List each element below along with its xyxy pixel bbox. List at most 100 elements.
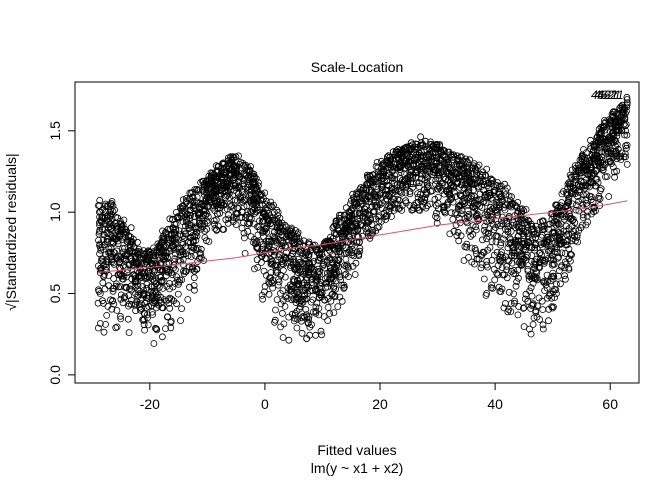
data-point xyxy=(109,287,117,295)
data-point xyxy=(177,251,185,259)
data-point xyxy=(97,216,104,224)
data-point xyxy=(555,221,563,229)
data-point xyxy=(166,247,173,255)
data-point xyxy=(279,334,287,341)
data-point xyxy=(623,131,631,139)
data-point xyxy=(131,301,139,309)
data-point xyxy=(158,238,166,246)
data-point xyxy=(275,278,283,286)
data-point xyxy=(99,279,107,287)
data-point xyxy=(240,176,248,183)
data-point xyxy=(397,163,405,171)
data-point xyxy=(620,153,628,161)
data-point xyxy=(432,202,440,209)
data-point xyxy=(104,202,111,209)
data-point xyxy=(144,267,152,275)
data-point xyxy=(355,238,363,246)
data-point xyxy=(462,175,469,183)
data-point xyxy=(505,306,513,313)
data-point xyxy=(404,144,411,152)
data-point xyxy=(337,276,345,284)
data-point xyxy=(328,291,336,299)
data-point xyxy=(440,166,447,174)
data-point xyxy=(110,300,118,308)
data-point xyxy=(189,263,196,271)
data-point xyxy=(453,211,461,218)
data-point xyxy=(431,195,439,203)
y-tick-label: 1.5 xyxy=(47,121,63,141)
data-point xyxy=(524,267,532,275)
data-point xyxy=(175,278,183,286)
data-point xyxy=(544,233,552,241)
data-point xyxy=(240,234,248,242)
data-point xyxy=(229,218,237,226)
data-point xyxy=(267,198,275,206)
data-point xyxy=(231,162,239,170)
data-point xyxy=(101,214,109,222)
data-point xyxy=(567,215,574,223)
data-point xyxy=(486,244,494,251)
data-point xyxy=(261,282,269,290)
data-point xyxy=(219,182,227,190)
data-point xyxy=(285,254,293,262)
data-point xyxy=(598,148,605,156)
data-point xyxy=(159,284,167,292)
data-point xyxy=(514,217,522,224)
data-point xyxy=(621,122,629,130)
y-axis-label: √|Standardized residuals| xyxy=(3,153,19,310)
data-point xyxy=(313,299,321,307)
data-point xyxy=(250,235,258,243)
data-point xyxy=(478,261,486,268)
data-point xyxy=(254,245,262,253)
data-point xyxy=(223,205,231,213)
y-tick-label: 0.5 xyxy=(47,284,63,304)
data-point xyxy=(367,188,375,196)
data-point xyxy=(130,244,138,252)
data-point xyxy=(547,277,555,285)
data-point xyxy=(452,221,460,229)
data-point xyxy=(142,274,150,282)
data-point xyxy=(475,255,483,263)
data-point xyxy=(511,201,519,209)
data-point xyxy=(150,244,158,252)
data-point xyxy=(360,186,367,194)
data-point xyxy=(250,197,258,204)
data-point xyxy=(573,231,581,239)
data-point xyxy=(293,288,301,296)
data-point xyxy=(160,250,168,258)
data-point xyxy=(603,145,610,153)
data-point xyxy=(315,257,323,265)
data-point xyxy=(435,159,443,167)
data-point xyxy=(319,253,327,261)
data-point xyxy=(497,241,505,249)
data-point xyxy=(226,154,234,162)
data-point xyxy=(288,310,296,318)
data-point xyxy=(218,164,226,172)
data-point xyxy=(412,166,420,174)
data-point xyxy=(481,172,489,180)
data-point xyxy=(583,199,590,207)
data-point xyxy=(310,266,318,273)
data-point xyxy=(114,240,122,248)
data-point xyxy=(487,194,495,202)
data-point xyxy=(95,262,102,270)
data-point xyxy=(512,282,520,290)
data-point xyxy=(483,218,491,226)
data-point xyxy=(172,234,180,242)
data-point xyxy=(623,99,631,107)
data-point xyxy=(201,234,209,242)
data-point xyxy=(549,260,557,268)
data-point xyxy=(200,188,208,196)
data-point xyxy=(531,258,539,266)
data-point xyxy=(464,194,472,202)
data-point xyxy=(312,275,320,283)
data-point xyxy=(422,170,430,178)
data-point xyxy=(247,215,255,223)
data-point xyxy=(402,157,410,165)
data-point xyxy=(261,189,269,197)
data-point xyxy=(399,149,407,156)
data-point xyxy=(289,258,297,266)
data-point xyxy=(445,148,453,156)
data-point xyxy=(419,203,427,211)
data-point xyxy=(213,226,221,234)
